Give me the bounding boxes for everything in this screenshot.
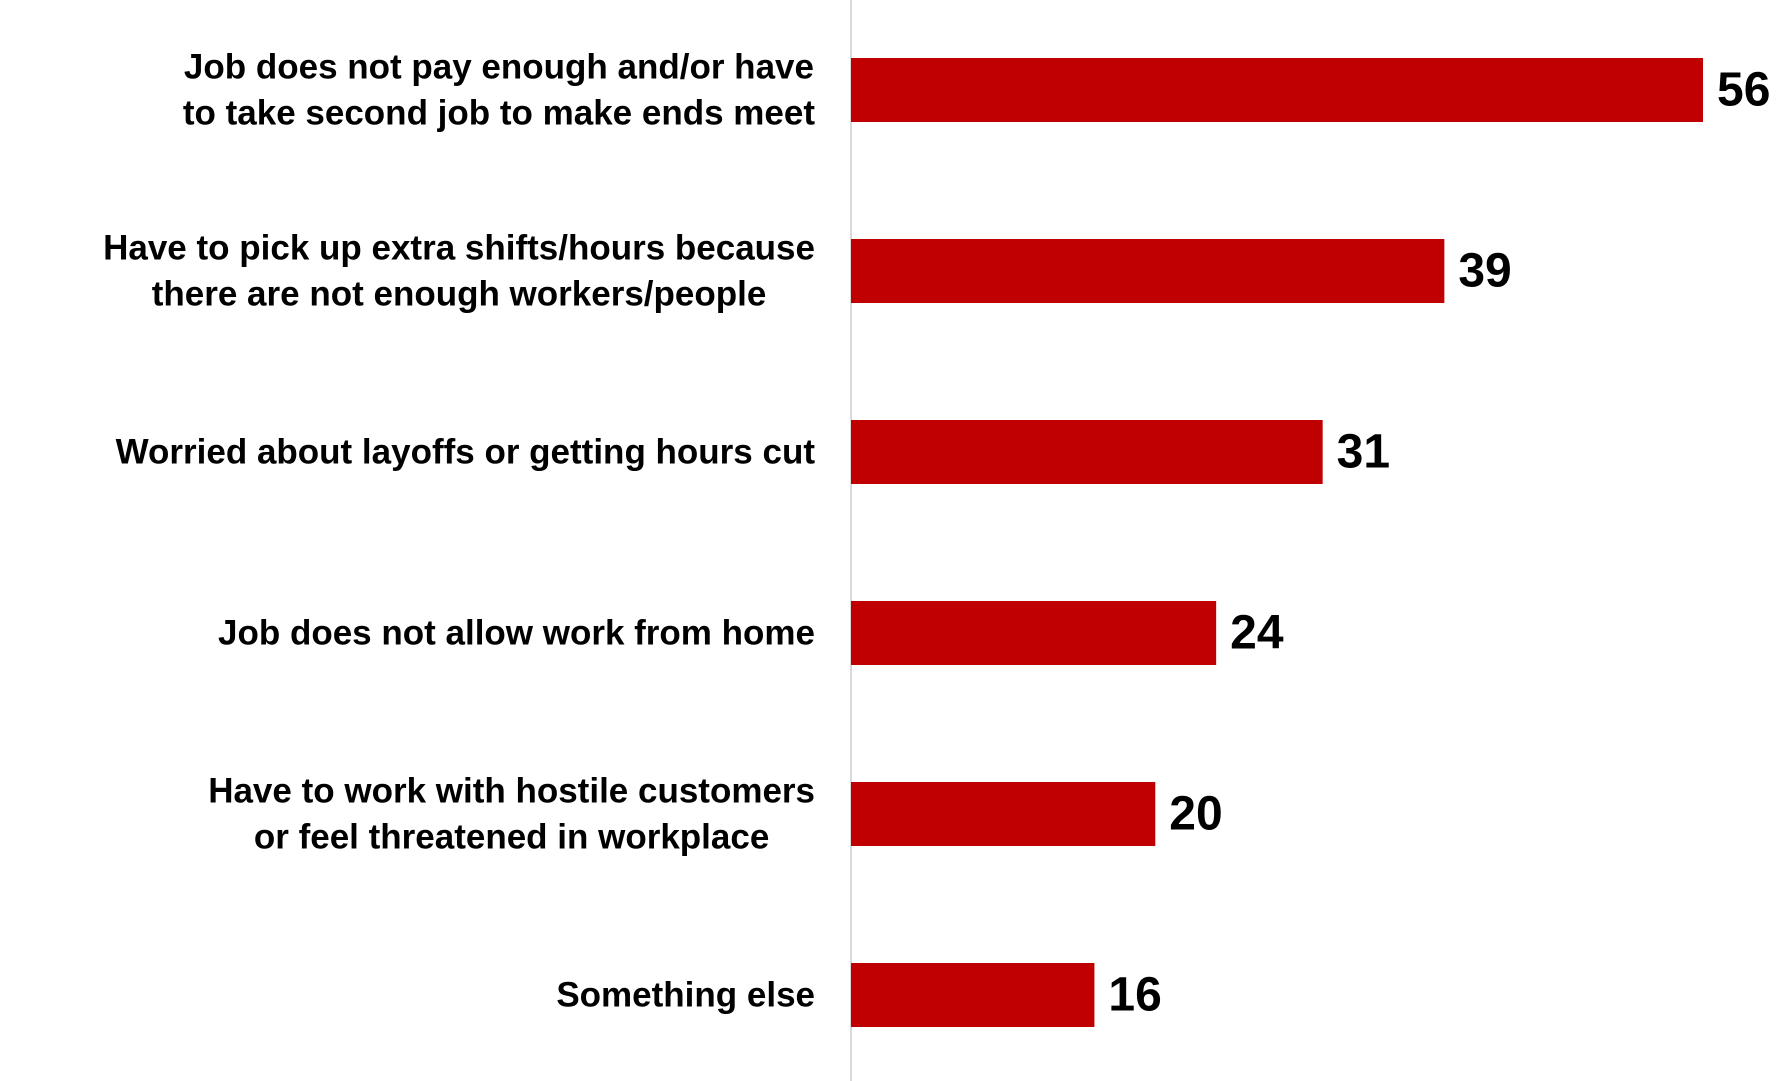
category-label-4-line-1: Job does not allow work from home [218, 614, 815, 653]
category-label-4: Job does not allow work from home [218, 614, 815, 653]
value-label-6: 16 [1108, 969, 1161, 1022]
value-label-3: 31 [1337, 426, 1390, 479]
category-label-6-line-1: Something else [556, 976, 815, 1015]
value-label-2: 39 [1458, 245, 1511, 298]
category-label-1-line-2: to take second job to make ends meet [183, 94, 815, 133]
category-label-2-line-1: Have to pick up extra shifts/hours becau… [103, 229, 815, 268]
bar-1 [851, 58, 1703, 122]
value-label-5: 20 [1169, 788, 1222, 841]
category-labels-group: Job does not pay enough and/or have to ta… [103, 48, 815, 1015]
value-label-4: 24 [1230, 607, 1284, 660]
bar-4 [851, 601, 1217, 665]
category-label-2-line-2: there are not enough workers/people [152, 275, 767, 314]
category-label-5-line-1: Have to work with hostile customers [208, 772, 815, 811]
category-label-6: Something else [556, 976, 815, 1015]
value-label-1: 56 [1717, 64, 1770, 117]
bars-group [851, 58, 1703, 1027]
bar-3 [851, 420, 1323, 484]
value-labels-group: 56 39 31 24 20 16 [1108, 64, 1770, 1022]
category-label-3-line-1: Worried about layoffs or getting hours c… [116, 433, 816, 472]
bar-5 [851, 782, 1156, 846]
category-label-5-line-2: or feel threatened in workplace [254, 818, 769, 857]
bar-2 [851, 239, 1445, 303]
category-label-1-line-1: Job does not pay enough and/or have [184, 48, 814, 87]
category-label-2: Have to pick up extra shifts/hours becau… [103, 229, 815, 314]
bar-6 [851, 963, 1095, 1027]
category-label-5: Have to work with hostile customers or fe… [208, 772, 815, 857]
category-label-3: Worried about layoffs or getting hours c… [116, 433, 816, 472]
category-label-1: Job does not pay enough and/or have to ta… [183, 48, 815, 133]
